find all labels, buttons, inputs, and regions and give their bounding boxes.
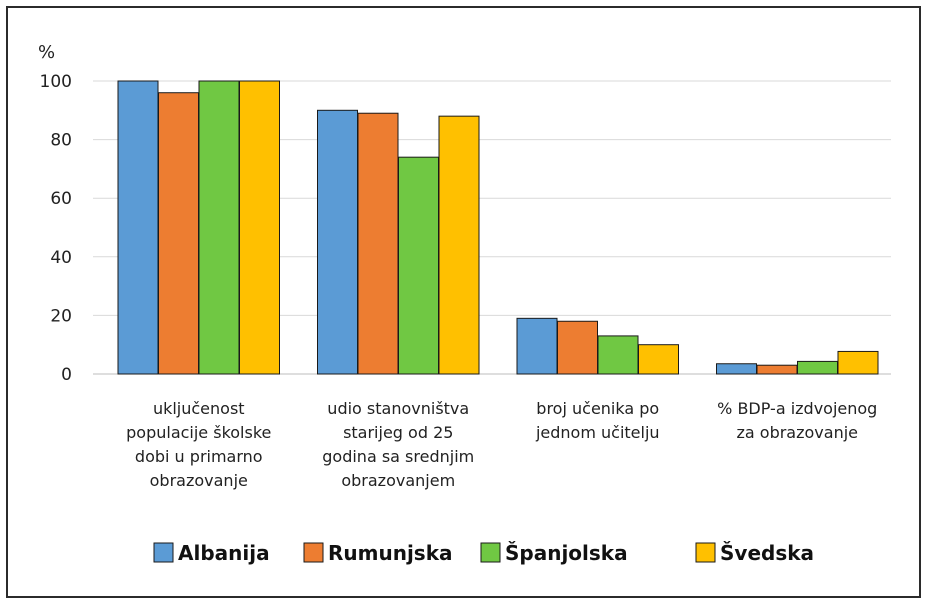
bar-rumunjska — [357, 112, 399, 375]
bar-švedska — [438, 115, 480, 375]
category-labels: uključenost populacije školske dobi u prim… — [126, 399, 877, 490]
bar-španjolska — [797, 360, 838, 375]
legend-label-španjolska: Španjolska — [505, 541, 628, 565]
x-category-label: uključenost populacije školske dobi u prim… — [126, 399, 271, 490]
bar-albanija — [716, 363, 757, 375]
chart-frame: 0 20 40 60 80 100 % uključenost populacije ško… — [6, 6, 921, 598]
x-category-label: % BDP-a izdvojenog za obrazovanje — [717, 399, 877, 442]
y-tick-label: 60 — [50, 189, 72, 209]
bar-španjolska — [597, 335, 639, 375]
bar-chart: 0 20 40 60 80 100 % uključenost populacije ško… — [38, 42, 891, 565]
y-tick-label: 40 — [50, 248, 72, 268]
bar-švedska — [638, 344, 679, 375]
x-category-label: udio stanovništva starijeg od 25 godina sa… — [322, 399, 474, 490]
bar-rumunjska — [158, 92, 199, 375]
bar-albanija — [317, 109, 358, 375]
x-category-label: broj učenika po jednom učitelju — [535, 399, 660, 442]
bar-španjolska — [198, 80, 240, 375]
bar-albanija — [516, 317, 558, 375]
legend: Albanija Rumunjska Španjolska Švedska — [153, 541, 814, 565]
bar-albanija — [117, 80, 159, 375]
y-tick-label: 80 — [50, 131, 72, 151]
bars — [117, 80, 879, 375]
bar-rumunjska — [756, 364, 798, 375]
bar-rumunjska — [557, 320, 598, 375]
legend-label-švedska: Švedska — [720, 541, 814, 565]
legend-swatch-albanija — [153, 542, 174, 563]
y-axis-ticks: 0 20 40 60 80 100 — [40, 72, 72, 385]
y-axis-unit-label: % — [38, 42, 55, 63]
y-tick-label: 0 — [61, 365, 72, 385]
bar-švedska — [837, 350, 879, 375]
legend-label-rumunjska: Rumunjska — [328, 541, 453, 565]
bar-švedska — [239, 80, 280, 375]
legend-swatch-rumunjska — [303, 542, 324, 563]
y-tick-label: 20 — [50, 306, 72, 326]
legend-swatch-španjolska — [480, 542, 501, 563]
legend-label-albanija: Albanija — [178, 541, 270, 565]
y-tick-label: 100 — [40, 72, 72, 92]
bar-španjolska — [398, 156, 439, 375]
legend-swatch-švedska — [695, 542, 716, 563]
